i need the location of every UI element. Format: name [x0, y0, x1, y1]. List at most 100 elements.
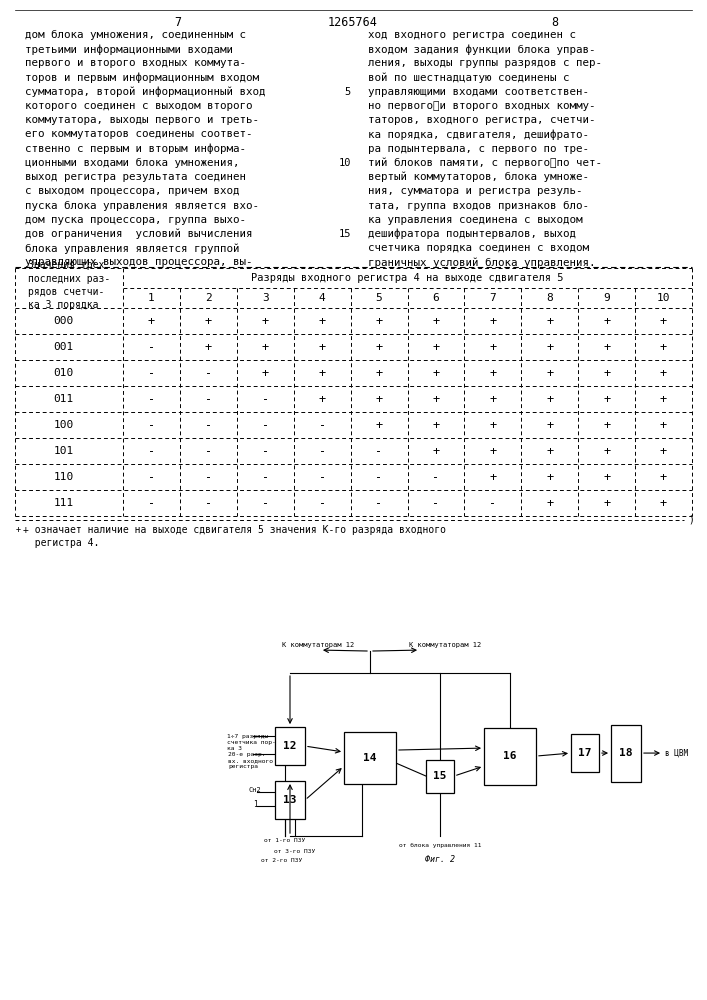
Text: +: + [660, 445, 667, 458]
Text: от 3-го ПЗУ: от 3-го ПЗУ [274, 849, 315, 854]
Text: первого и второго входных коммута-: первого и второго входных коммута- [25, 58, 246, 68]
Text: счетчика порядка соединен с входом: счетчика порядка соединен с входом [368, 243, 589, 253]
Text: 18: 18 [619, 748, 633, 758]
Text: -: - [205, 419, 212, 432]
Text: +: + [489, 341, 496, 354]
Text: +: + [375, 315, 382, 328]
Text: +: + [319, 367, 326, 380]
Text: 110: 110 [54, 472, 74, 482]
Text: +: + [205, 315, 212, 328]
Text: + означает наличие на выходе сдвигателя 5 значения К-го разряда входного: + означает наличие на выходе сдвигателя … [23, 525, 446, 535]
Text: +: + [16, 525, 21, 534]
Text: -: - [433, 497, 440, 510]
Text: 2: 2 [205, 293, 211, 303]
Text: -: - [205, 445, 212, 458]
Text: +: + [603, 315, 610, 328]
Text: +: + [262, 315, 269, 328]
Text: -: - [148, 445, 155, 458]
Text: ра подынтервала, с первого по тре-: ра подынтервала, с первого по тре- [368, 144, 589, 154]
Text: 4: 4 [319, 293, 325, 303]
Bar [571, 734, 599, 772]
Text: 001: 001 [54, 342, 74, 352]
Text: -: - [489, 497, 496, 510]
Text: выход регистра результата соединен: выход регистра результата соединен [25, 172, 246, 182]
Text: -: - [319, 445, 326, 458]
Text: +: + [433, 367, 440, 380]
Text: 000: 000 [54, 316, 74, 326]
Text: +: + [375, 393, 382, 406]
Text: Фиг. 2: Фиг. 2 [425, 855, 455, 864]
Text: 16: 16 [503, 751, 517, 761]
Text: +: + [547, 419, 554, 432]
Text: вой по шестнадцатую соединены с: вой по шестнадцатую соединены с [368, 73, 570, 83]
Text: -: - [375, 497, 382, 510]
Text: +: + [603, 367, 610, 380]
Text: +: + [433, 393, 440, 406]
Text: 101: 101 [54, 446, 74, 456]
Text: блока управления является группой: блока управления является группой [25, 243, 240, 253]
Text: +: + [603, 341, 610, 354]
Text: +: + [603, 471, 610, 484]
Text: К коммутаторам 12: К коммутаторам 12 [282, 642, 354, 648]
Bar [275, 781, 305, 819]
Text: +: + [375, 341, 382, 354]
Text: в ЦВМ: в ЦВМ [665, 749, 688, 758]
Text: +: + [660, 393, 667, 406]
Text: -: - [375, 445, 382, 458]
Text: +: + [547, 445, 554, 458]
Text: -: - [148, 393, 155, 406]
Text: 1: 1 [148, 293, 155, 303]
Bar [344, 732, 396, 784]
Text: ственно с первым и вторым информа-: ственно с первым и вторым информа- [25, 144, 246, 154]
Text: регистра 4.: регистра 4. [23, 538, 100, 548]
Text: вертый коммутаторов, блока умноже-: вертый коммутаторов, блока умноже- [368, 172, 589, 182]
Text: -: - [205, 471, 212, 484]
Text: 20-е разр.
вх. входного
регистра: 20-е разр. вх. входного регистра [228, 752, 274, 769]
Text: 10: 10 [657, 293, 670, 303]
Text: от 2-го ПЗУ: от 2-го ПЗУ [262, 858, 303, 863]
Text: дешифратора подынтервалов, выход: дешифратора подынтервалов, выход [368, 229, 576, 239]
Text: -: - [205, 367, 212, 380]
Text: ход входного регистра соединен с: ход входного регистра соединен с [368, 30, 576, 40]
Text: -: - [262, 419, 269, 432]
Text: -: - [375, 471, 382, 484]
Text: -: - [148, 341, 155, 354]
Text: -: - [319, 497, 326, 510]
Text: +: + [205, 341, 212, 354]
Text: +: + [489, 471, 496, 484]
Text: -: - [205, 393, 212, 406]
Text: -: - [148, 367, 155, 380]
Text: третьими информационными входами: третьими информационными входами [25, 44, 233, 55]
Text: +: + [319, 341, 326, 354]
Text: 17: 17 [578, 748, 592, 758]
Text: 111: 111 [54, 498, 74, 508]
Text: ): ) [688, 514, 694, 524]
Text: торов и первым информационным входом: торов и первым информационным входом [25, 73, 259, 83]
Text: входом задания функции блока управ-: входом задания функции блока управ- [368, 44, 595, 55]
Text: +: + [148, 315, 155, 328]
Text: +: + [489, 367, 496, 380]
Text: его коммутаторов соединены соответ-: его коммутаторов соединены соответ- [25, 129, 252, 139]
Text: которого соединен с выходом второго: которого соединен с выходом второго [25, 101, 252, 111]
Text: Значения трех
последних раз-
рядов счетчи-
ка 3 порядка: Значения трех последних раз- рядов счетч… [28, 260, 110, 310]
Text: 13: 13 [284, 795, 297, 805]
Text: +: + [603, 445, 610, 458]
Text: с выходом процессора, причем вход: с выходом процессора, причем вход [25, 186, 240, 196]
Text: -: - [433, 471, 440, 484]
Text: К коммутаторам 12: К коммутаторам 12 [409, 642, 481, 648]
Text: -: - [319, 419, 326, 432]
Text: +: + [603, 419, 610, 432]
Text: ления, выходы группы разрядов с пер-: ления, выходы группы разрядов с пер- [368, 58, 602, 68]
Text: дов ограничения  условий вычисления: дов ограничения условий вычисления [25, 229, 252, 239]
Text: граничных условий блока управления.: граничных условий блока управления. [368, 257, 595, 268]
Text: +: + [603, 393, 610, 406]
Text: +: + [547, 341, 554, 354]
Text: 7: 7 [489, 293, 496, 303]
Text: +: + [547, 315, 554, 328]
Text: +: + [660, 341, 667, 354]
Text: Сн2: Сн2 [249, 787, 262, 793]
Text: +: + [262, 341, 269, 354]
Text: +: + [547, 393, 554, 406]
Bar [484, 728, 536, 785]
Text: +: + [660, 497, 667, 510]
